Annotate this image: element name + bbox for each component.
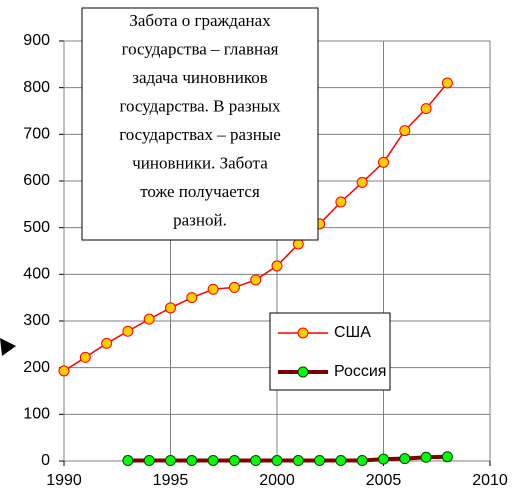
marker xyxy=(356,455,368,467)
marker xyxy=(58,365,70,377)
y-tick-label: 400 xyxy=(23,266,50,283)
annotation-box xyxy=(81,7,319,241)
series-line xyxy=(127,454,448,463)
annotation-line: чиновники. Забота xyxy=(132,153,268,172)
annotation-line: разной. xyxy=(173,210,227,229)
x-tick-label: 2000 xyxy=(259,472,295,489)
x-tick-label: 1995 xyxy=(153,472,189,489)
y-tick-label: 100 xyxy=(23,406,50,423)
y-tick-label: 500 xyxy=(23,219,50,236)
marker xyxy=(441,451,453,463)
marker xyxy=(441,77,453,89)
annotation-line: государствах – разные xyxy=(119,125,281,144)
annotation-line: тоже получается xyxy=(140,182,260,201)
marker xyxy=(271,260,283,272)
marker xyxy=(228,455,240,467)
y-tick-label: 800 xyxy=(23,79,50,96)
marker xyxy=(122,325,134,337)
marker xyxy=(207,283,219,295)
marker xyxy=(378,156,389,168)
marker xyxy=(101,337,113,349)
arrow-head xyxy=(0,338,16,356)
annotation-line: Забота о гражданах xyxy=(129,11,271,30)
y-tick-label: 700 xyxy=(23,126,50,143)
marker xyxy=(165,302,176,314)
marker xyxy=(143,313,155,325)
marker xyxy=(250,455,262,467)
x-tick-label: 2010 xyxy=(472,472,508,489)
marker xyxy=(335,196,347,208)
marker xyxy=(335,455,347,467)
y-tick-label: 300 xyxy=(23,312,50,329)
marker xyxy=(420,103,432,115)
annotation-line: государства. В разных xyxy=(119,96,281,115)
marker xyxy=(399,453,411,465)
marker xyxy=(271,455,283,467)
marker xyxy=(122,455,134,467)
marker xyxy=(378,453,389,465)
y-tick-label: 600 xyxy=(23,172,50,189)
legend-label: США xyxy=(334,324,371,341)
annotation-line: государства – главная xyxy=(122,39,279,58)
legend-box xyxy=(269,312,391,391)
legend-label: Россия xyxy=(334,363,386,380)
x-tick-label: 2005 xyxy=(366,472,402,489)
marker xyxy=(314,455,326,467)
marker xyxy=(207,455,219,467)
marker xyxy=(250,274,262,286)
marker xyxy=(165,455,176,467)
marker xyxy=(420,451,432,463)
marker xyxy=(186,455,198,467)
marker xyxy=(292,455,304,467)
marker xyxy=(79,351,91,363)
legend-marker xyxy=(297,327,309,339)
marker xyxy=(228,281,240,293)
marker xyxy=(186,292,198,304)
annotation-line: задача чиновников xyxy=(132,68,268,87)
y-tick-label: 900 xyxy=(23,32,50,49)
y-tick-label: 0 xyxy=(41,452,50,469)
y-tick-label: 200 xyxy=(23,359,50,376)
marker xyxy=(356,176,368,188)
x-tick-label: 1990 xyxy=(46,472,82,489)
marker xyxy=(399,125,411,137)
legend-marker xyxy=(297,366,309,378)
marker xyxy=(143,455,155,467)
